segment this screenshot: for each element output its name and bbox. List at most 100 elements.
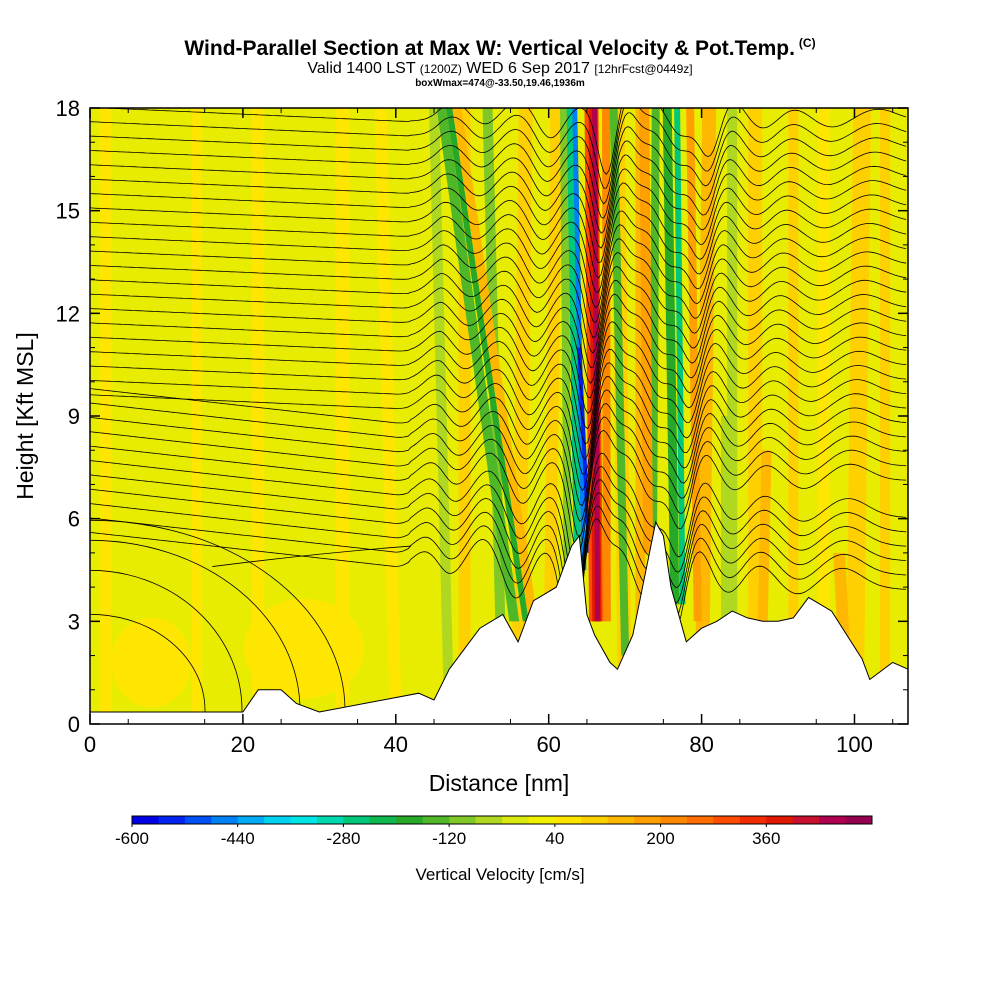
- velocity-band-soft: [99, 108, 112, 724]
- x-tick-label: 20: [231, 732, 255, 757]
- colorbar-tick-label: -440: [221, 829, 255, 848]
- colorbar-swatch: [396, 816, 424, 824]
- y-tick-label: 6: [68, 507, 80, 532]
- velocity-band-soft: [374, 108, 402, 724]
- isentrope-line: [90, 452, 907, 578]
- y-tick-label: 15: [56, 199, 80, 224]
- colorbar-swatch: [792, 816, 820, 824]
- colorbar-swatch: [634, 816, 662, 824]
- velocity-blob: [111, 617, 192, 708]
- colorbar-tick-label: -600: [115, 829, 149, 848]
- colorbar-swatch: [158, 816, 186, 824]
- colorbar-swatch: [607, 816, 635, 824]
- isentrope-line: [212, 545, 412, 567]
- velocity-blob: [244, 598, 365, 699]
- valid-prefix: Valid 1400 LST: [307, 60, 416, 77]
- y-axis-title: Height [Kft MSL]: [12, 332, 38, 499]
- chart-title: Wind-Parallel Section at Max W: Vertical…: [0, 36, 1000, 61]
- isentrope-line: [90, 112, 907, 205]
- colorbar-swatch: [739, 816, 767, 824]
- x-tick-label: 60: [536, 732, 560, 757]
- isentrope-line: [90, 465, 907, 593]
- isentrope-line: [90, 182, 907, 279]
- downdraft-band: [721, 416, 729, 622]
- colorbar-swatch: [502, 816, 529, 824]
- colorbar-title: Vertical Velocity [cm/s]: [415, 865, 584, 884]
- axes: 0 20 40 60 80 100 0 3 6 9 12 15 18: [56, 96, 908, 757]
- colorbar-swatch: [184, 816, 212, 824]
- y-tick-label: 18: [56, 96, 80, 121]
- colorbar-tick-label: -120: [432, 829, 466, 848]
- colorbar-swatch: [132, 816, 159, 824]
- updraft-band: [639, 108, 654, 553]
- colorbar-swatch: [554, 816, 582, 824]
- y-tick-label: 0: [68, 712, 80, 737]
- isentrope-line: [90, 505, 907, 641]
- x-axis-title: Distance [nm]: [429, 770, 570, 796]
- colorbar-swatch: [819, 816, 847, 824]
- isentrope-arc: [90, 613, 206, 724]
- isentrope-line: [90, 334, 907, 445]
- x-tick-label: 0: [84, 732, 96, 757]
- velocity-band-soft: [542, 108, 563, 724]
- colorbar-swatch: [660, 816, 688, 824]
- colorbar-swatch: [713, 816, 741, 824]
- colorbar-swatch: [317, 816, 344, 824]
- forecast-info: [12hrFcst@0449z]: [594, 62, 693, 76]
- y-tick-label: 3: [68, 609, 80, 634]
- downdraft-band: [609, 108, 630, 656]
- updraft-band: [757, 450, 772, 622]
- isentrope-line: [90, 479, 907, 610]
- isentrope-line: [90, 224, 907, 324]
- x-tick-label: 100: [836, 732, 873, 757]
- colorbar: -600 -440 -280 -120 40 200 360: [115, 815, 873, 848]
- isentrope-line: [90, 429, 907, 553]
- colorbar-tick-label: 40: [545, 829, 564, 848]
- velocity-band-soft: [845, 108, 872, 724]
- valid-date: WED 6 Sep 2017: [466, 60, 590, 77]
- downdraft-band: [436, 108, 520, 622]
- isentrope-line: [90, 210, 907, 309]
- isentrope-line: [90, 108, 907, 189]
- colorbar-swatch: [343, 816, 371, 824]
- y-tick-label: 9: [68, 404, 80, 429]
- y-tick-label: 12: [56, 301, 80, 326]
- isentrope-line: [90, 196, 907, 293]
- isentrope-line: [90, 238, 907, 339]
- colorbar-swatch: [422, 816, 450, 824]
- isentrope-line: [90, 126, 907, 219]
- isentrope-arc: [90, 569, 243, 724]
- colorbar-swatch: [264, 816, 292, 824]
- isentrope-line: [90, 362, 907, 475]
- valid-time-line: Valid 1400 LST (1200Z) WED 6 Sep 2017 [1…: [0, 60, 1000, 78]
- colorbar-tick-label: 200: [646, 829, 674, 848]
- colorbar-tick-label: -280: [326, 829, 360, 848]
- velocity-band-soft: [788, 108, 799, 724]
- downdraft-band: [566, 108, 582, 588]
- valid-utc: (1200Z): [419, 62, 462, 76]
- updraft-band: [452, 108, 538, 622]
- colorbar-swatch: [581, 816, 609, 824]
- colorbar-swatch: [475, 816, 503, 824]
- colorbar-tick-label: 360: [752, 829, 780, 848]
- isentrope-line: [90, 492, 907, 626]
- colorbar-swatch: [449, 816, 477, 824]
- velocity-band-soft: [429, 108, 455, 724]
- isentrope-line: [90, 293, 907, 399]
- colorbar-swatch: [687, 816, 714, 824]
- velocity-band-soft: [880, 108, 891, 724]
- isentrope-line: [90, 252, 907, 354]
- colorbar-swatch: [290, 816, 318, 824]
- isentrope-line: [90, 403, 907, 523]
- isentrope-line: [90, 280, 907, 385]
- isentrope-line: [90, 265, 907, 368]
- isentrope-line: [90, 321, 907, 430]
- velocity-band-soft: [817, 108, 830, 724]
- colorbar-frame: [131, 815, 873, 825]
- box-wmax-line: boxWmax=474@-33.50,19.46,1936m: [415, 78, 585, 89]
- colorbar-swatch: [237, 816, 265, 824]
- potential-temperature-contours: [90, 108, 907, 724]
- velocity-band-soft: [192, 108, 203, 724]
- isentrope-line: [90, 376, 907, 492]
